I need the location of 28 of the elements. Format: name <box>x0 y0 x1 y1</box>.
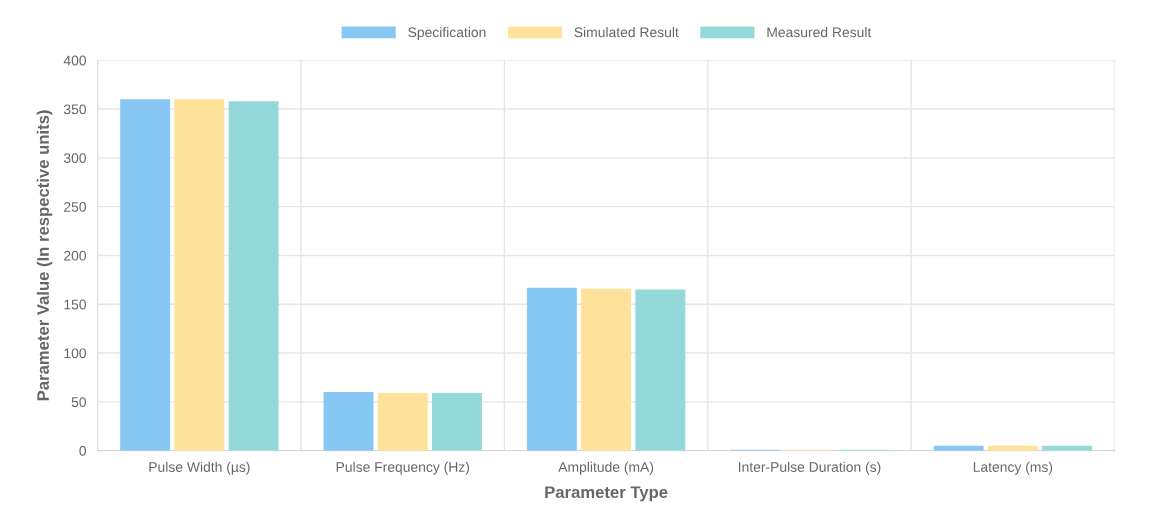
y-tick-label: 50 <box>71 397 87 408</box>
y-tick-label: 400 <box>63 55 87 66</box>
bar <box>174 99 225 451</box>
x-tick-label: Pulse Width (µs) <box>149 461 250 475</box>
bar <box>377 393 428 451</box>
bar <box>228 101 279 451</box>
bar <box>635 289 686 451</box>
x-tick-label: Amplitude (mA) <box>558 461 654 475</box>
y-tick-label: 250 <box>64 201 87 212</box>
legend-label: Measured Result <box>767 27 872 38</box>
y-axis-title: Parameter Value (In respective units) <box>36 110 53 401</box>
x-tick-label: Latency (ms) <box>973 461 1053 475</box>
legend-label: Simulated Result <box>574 27 679 38</box>
x-tick-label: Inter-Pulse Duration (s) <box>738 461 881 475</box>
y-tick-label: 200 <box>64 250 87 261</box>
bar <box>120 99 171 451</box>
bar <box>526 287 577 451</box>
x-axis-title: Parameter Type <box>545 486 668 502</box>
y-tick-label: 350 <box>63 104 87 115</box>
bar <box>323 392 374 451</box>
bar <box>581 288 632 451</box>
y-tick-label: 150 <box>64 299 87 310</box>
x-tick-label: Pulse Frequency (Hz) <box>336 461 470 475</box>
bar <box>432 393 482 451</box>
legend-label: Specification <box>408 27 486 40</box>
y-tick-label: 100 <box>64 348 87 359</box>
y-tick-label: 0 <box>79 445 87 456</box>
y-tick-label: 300 <box>63 153 87 164</box>
